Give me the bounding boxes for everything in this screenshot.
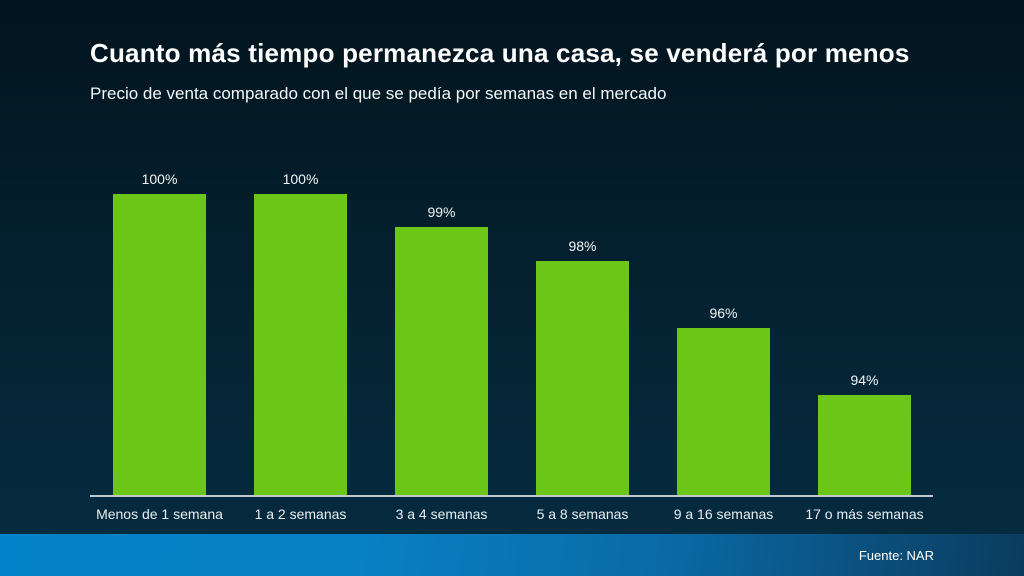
footer-strip: Fuente: NAR xyxy=(0,534,1024,576)
bar xyxy=(536,261,629,495)
bar-category-label: 5 a 8 semanas xyxy=(536,506,629,522)
bar xyxy=(113,194,206,495)
bar xyxy=(677,328,770,495)
bar-value-label: 100% xyxy=(282,171,319,187)
bar-value-label: 96% xyxy=(709,305,738,321)
x-axis-labels: Menos de 1 semana 1 a 2 semanas 3 a 4 sema… xyxy=(90,506,933,526)
bar-category-label: Menos de 1 semana xyxy=(96,506,223,522)
chart-subtitle: Precio de venta comparado con el que se … xyxy=(90,84,667,103)
chart-title: Cuanto más tiempo permanezca una casa, s… xyxy=(90,38,910,68)
bar xyxy=(254,194,347,495)
bar-category-label: 9 a 16 semanas xyxy=(673,506,774,522)
bar-category-label: 3 a 4 semanas xyxy=(395,506,488,522)
bar-value-label: 100% xyxy=(141,171,178,187)
bar-category-label: 17 o más semanas xyxy=(805,506,924,522)
bar xyxy=(395,227,488,495)
bar xyxy=(818,395,911,495)
plot-area: 100% 100% 99% 98% 96% 94% xyxy=(90,160,933,497)
bar-value-label: 99% xyxy=(427,204,456,220)
bar-value-label: 98% xyxy=(568,238,597,254)
bar-value-label: 94% xyxy=(850,372,879,388)
bar-category-label: 1 a 2 semanas xyxy=(254,506,347,522)
source-label: Fuente: NAR xyxy=(858,547,934,563)
